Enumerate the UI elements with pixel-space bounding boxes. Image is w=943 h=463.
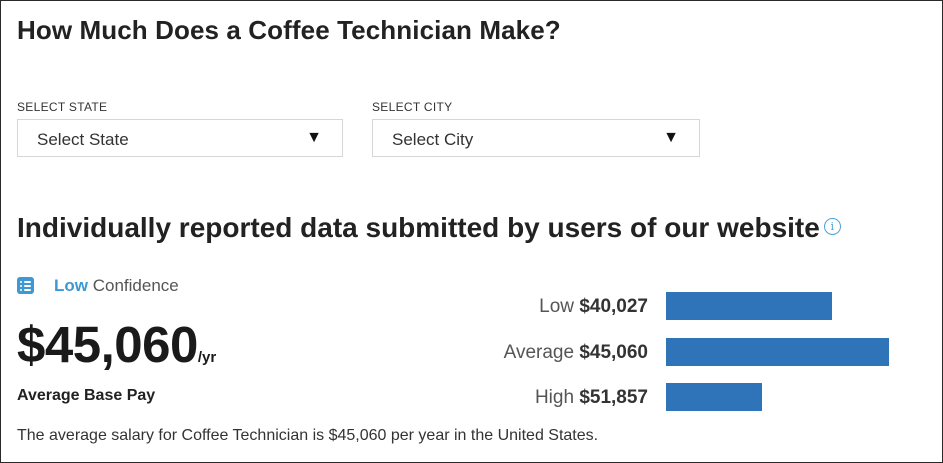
bar-category: Low [539,296,580,317]
chevron-down-icon: ▼ [306,129,322,146]
city-select[interactable]: Select City ▼ [372,119,700,157]
city-select-label: SELECT CITY [372,100,453,114]
bar-label-low: Low $40,027 [539,296,648,318]
bar-label-average: Average $45,060 [504,342,648,364]
section-title: Individually reported data submitted by … [17,212,841,244]
section-title-text: Individually reported data submitted by … [17,212,820,243]
bar-label-high: High $51,857 [535,387,648,409]
city-select-value: Select City [392,130,474,149]
bar-average [666,338,889,366]
confidence-level: Low [54,276,88,295]
page-title: How Much Does a Coffee Technician Make? [17,15,561,45]
bar-category: High [534,387,580,408]
info-icon[interactable]: i [823,218,841,236]
pay-unit: /yr [197,349,217,366]
average-pay-amount: $45,060/yr [17,315,216,374]
bar-high [666,383,762,411]
average-pay-label: Average Base Pay [17,387,156,404]
salary-summary: The average salary for Coffee Technician… [17,427,599,444]
bar-value: $45,060 [579,342,648,363]
list-icon [17,277,34,294]
state-select-label: SELECT STATE [17,100,108,114]
bar-row-average: Average $45,060 [1,338,942,368]
state-select-value: Select State [37,130,129,149]
bar-row-low: Low $40,027 [1,292,942,322]
bar-category: Average [503,342,580,363]
confidence-word: Confidence [92,276,179,295]
bar-value: $51,857 [579,387,648,408]
average-pay-value: $45,060 [17,316,198,373]
chevron-down-icon: ▼ [663,129,679,146]
state-select[interactable]: Select State ▼ [17,119,343,157]
bar-row-high: High $51,857 [1,383,942,413]
bar-value: $40,027 [579,296,648,317]
bar-low [666,292,832,320]
confidence-indicator: Low Confidence [54,276,179,296]
